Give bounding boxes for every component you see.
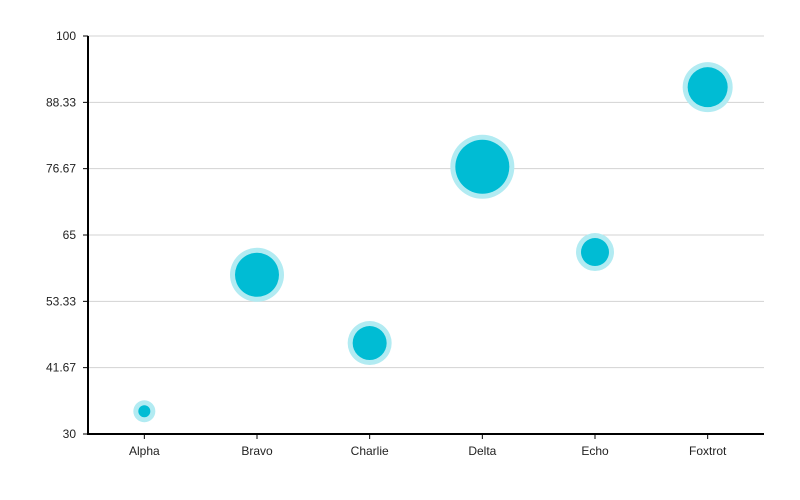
bubble xyxy=(687,67,728,108)
y-tick-label: 30 xyxy=(63,427,77,441)
bubble-point[interactable] xyxy=(133,400,156,423)
y-tick-label: 41.67 xyxy=(46,361,76,375)
x-tick-label: Echo xyxy=(581,444,609,458)
x-axis-ticks: Alpha Bravo Charlie Delta Echo Foxtrot xyxy=(129,434,727,458)
bubble-point[interactable] xyxy=(682,62,733,113)
x-tick-label: Delta xyxy=(468,444,496,458)
bubble-series xyxy=(133,62,733,423)
y-tick-label: 88.33 xyxy=(46,95,76,109)
x-tick-label: Bravo xyxy=(241,444,273,458)
bubble-point[interactable] xyxy=(576,233,614,272)
y-axis-ticks: 30 41.67 53.33 65 76.67 88.33 100 xyxy=(46,29,88,441)
bubble-point[interactable] xyxy=(230,247,284,302)
x-tick-label: Foxtrot xyxy=(689,444,727,458)
y-tick-label: 100 xyxy=(56,29,76,43)
bubble xyxy=(352,326,387,361)
bubble xyxy=(235,252,279,297)
x-tick-label: Charlie xyxy=(351,444,389,458)
gridlines xyxy=(88,35,764,369)
bubble-point[interactable] xyxy=(450,134,515,199)
bubble xyxy=(455,139,510,194)
x-tick-label: Alpha xyxy=(129,444,160,458)
y-tick-label: 76.67 xyxy=(46,162,76,176)
bubble-point[interactable] xyxy=(347,321,392,366)
y-tick-label: 65 xyxy=(63,228,77,242)
bubble xyxy=(581,238,609,267)
y-tick-label: 53.33 xyxy=(46,294,76,308)
bubble xyxy=(138,405,151,418)
